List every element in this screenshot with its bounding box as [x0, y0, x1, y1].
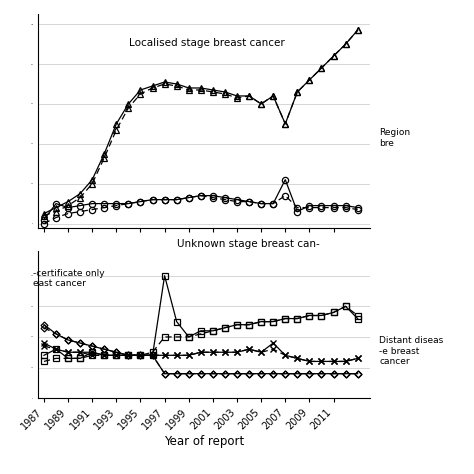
Text: Distant diseas
-e breast
cancer: Distant diseas -e breast cancer — [379, 336, 444, 366]
Text: Localised stage breast cancer: Localised stage breast cancer — [129, 38, 285, 48]
Text: Unknown stage breast can-: Unknown stage breast can- — [177, 239, 320, 249]
Text: -certificate only
east cancer: -certificate only east cancer — [33, 269, 105, 288]
X-axis label: Year of report: Year of report — [164, 435, 244, 447]
Text: Region
bre: Region bre — [379, 128, 410, 147]
